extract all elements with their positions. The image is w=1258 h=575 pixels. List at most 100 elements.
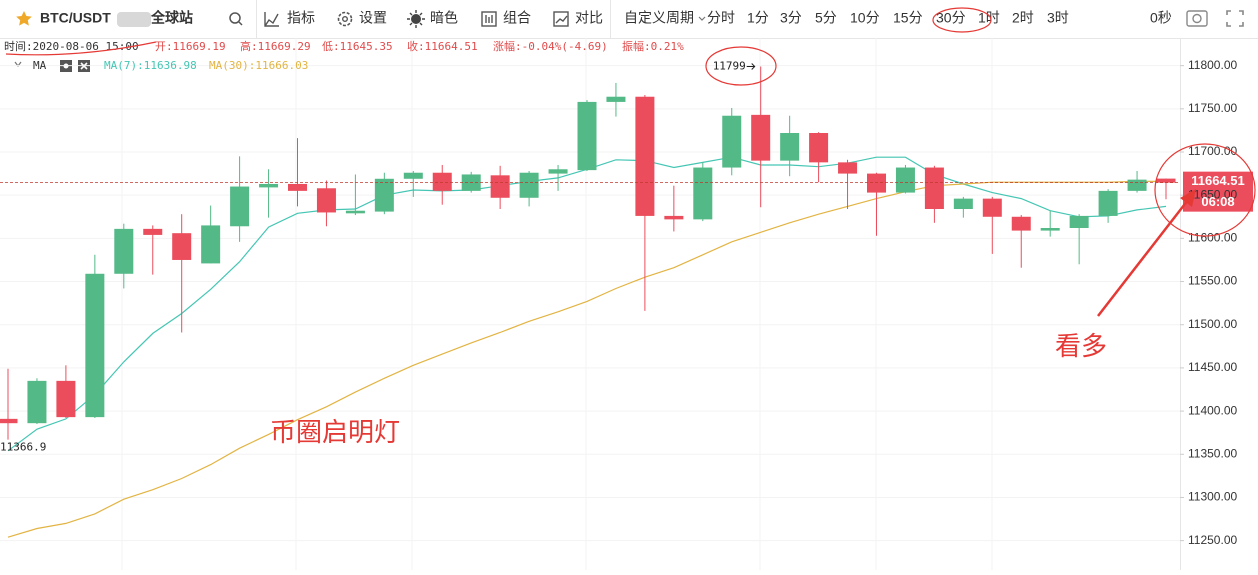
period[interactable]: 2时: [1012, 10, 1034, 26]
candle-body: [143, 228, 163, 235]
candle-body: [1069, 215, 1089, 228]
period[interactable]: 1分: [747, 10, 769, 26]
candle-body: [316, 188, 336, 213]
candle-body: [85, 273, 105, 418]
period[interactable]: 30分: [936, 10, 966, 26]
candle-body: [114, 228, 134, 274]
toolbar-item[interactable]: 指标: [287, 10, 315, 26]
plot: [0, 63, 1253, 538]
info-text: 收:11664.51: [407, 39, 478, 53]
candle-body: [432, 172, 452, 191]
texts: BTC/USDT 全球站 指标 设置 暗色 组合 对比 自定义周期 0秒 分时 1…: [0, 10, 1245, 547]
candle-body: [1011, 216, 1031, 231]
info-text: 低:11645.35: [322, 40, 393, 53]
last-price-label: 11664.51: [1191, 173, 1245, 188]
candle-body: [606, 96, 626, 102]
candle-body: [548, 169, 568, 174]
search-icon: [238, 21, 243, 26]
refresh[interactable]: 0秒: [1150, 10, 1172, 26]
candle-body: [780, 133, 800, 161]
candle-body: [403, 172, 423, 179]
y-tick-label: 11550.00: [1188, 274, 1237, 288]
dark-icon[interactable]: [411, 14, 421, 24]
period[interactable]: 3分: [780, 10, 802, 26]
camera-icon: [1192, 13, 1202, 24]
star-icon[interactable]: [16, 11, 32, 26]
candle-body: [1156, 178, 1176, 183]
compare-icon[interactable]: [553, 11, 569, 27]
candle-body: [895, 167, 915, 193]
period[interactable]: 15分: [893, 10, 923, 26]
candle-body: [1098, 190, 1118, 216]
annotation: 看多: [1055, 331, 1107, 361]
candle-body: [924, 167, 944, 209]
candle-body: [577, 101, 597, 171]
countdown: 06:08: [1201, 194, 1234, 209]
y-tick-label: 11300.00: [1188, 490, 1237, 504]
candle-body: [490, 175, 510, 198]
period[interactable]: 5分: [815, 10, 837, 26]
y-tick-label: 11500.00: [1188, 317, 1237, 331]
period[interactable]: 3时: [1047, 10, 1069, 26]
fullscreen-icon[interactable]: [1226, 10, 1244, 27]
search-icon[interactable]: [229, 12, 241, 24]
compare-icon: [555, 15, 568, 24]
candle-body: [693, 167, 713, 220]
candle-body: [1040, 228, 1060, 231]
candle-body: [201, 225, 221, 264]
highlight-ellipse: [932, 7, 992, 33]
max-arrow: [746, 63, 756, 70]
ma-title: MA: [33, 59, 47, 72]
camera-icon[interactable]: [1186, 10, 1208, 27]
candle-body: [27, 380, 47, 424]
candle-body: [0, 418, 18, 424]
period[interactable]: 10分: [850, 10, 880, 26]
indicator-icon[interactable]: [264, 12, 279, 27]
arrow: [1097, 199, 1189, 317]
symbol[interactable]: BTC/USDT: [40, 10, 111, 26]
period[interactable]: 分时: [707, 10, 735, 26]
toolbar-item[interactable]: 组合: [503, 10, 531, 26]
candle-body: [867, 173, 886, 193]
y-tick-label: 11700.00: [1188, 144, 1237, 158]
y-tick-label: 11350.00: [1188, 446, 1237, 460]
candle-body: [1127, 179, 1147, 191]
combo-icon[interactable]: [481, 11, 497, 27]
candle-body: [722, 115, 742, 168]
y-tick-label: 11250.00: [1188, 533, 1237, 547]
y-tick-label: 11600.00: [1188, 231, 1237, 245]
chevron: [698, 16, 706, 21]
info-text: 振幅:0.21%: [622, 39, 684, 53]
annotation-marks: [5, 7, 1256, 317]
period[interactable]: 1时: [978, 10, 1000, 26]
candle-body: [809, 133, 829, 163]
candle-body: [751, 114, 771, 161]
candle-body: [172, 233, 192, 260]
toolbar-item[interactable]: 设置: [359, 10, 387, 26]
info-text: 时间:2020-08-06 15:00: [4, 40, 139, 53]
candle-body: [982, 198, 1002, 217]
toolbar-item[interactable]: 暗色: [430, 10, 458, 26]
toolbar-item[interactable]: 对比: [575, 10, 603, 26]
y-tick-label: 11450.00: [1188, 360, 1237, 374]
candle-body: [288, 183, 307, 191]
candle-body: [635, 96, 655, 216]
settings-icon: [342, 16, 349, 23]
blur: [117, 12, 151, 27]
legend-entry: MA(7):11636.98: [104, 59, 197, 72]
custom-period[interactable]: 自定义周期: [624, 10, 694, 26]
info-text: 开:11669.19: [155, 40, 226, 53]
candle-body: [664, 215, 684, 220]
min-label: 11366.9: [0, 441, 46, 454]
combo-icon: [485, 15, 493, 23]
candle-body: [259, 183, 279, 188]
y-tick-label: 11400.00: [1188, 403, 1237, 417]
candle-body: [519, 172, 539, 198]
highlight-ellipse: [705, 46, 777, 86]
settings-icon[interactable]: [337, 11, 353, 27]
y-tick-label: 11750.00: [1188, 101, 1237, 115]
y-tick-label: 11650.00: [1188, 187, 1237, 201]
y-tick-label: 11800.00: [1188, 58, 1237, 72]
